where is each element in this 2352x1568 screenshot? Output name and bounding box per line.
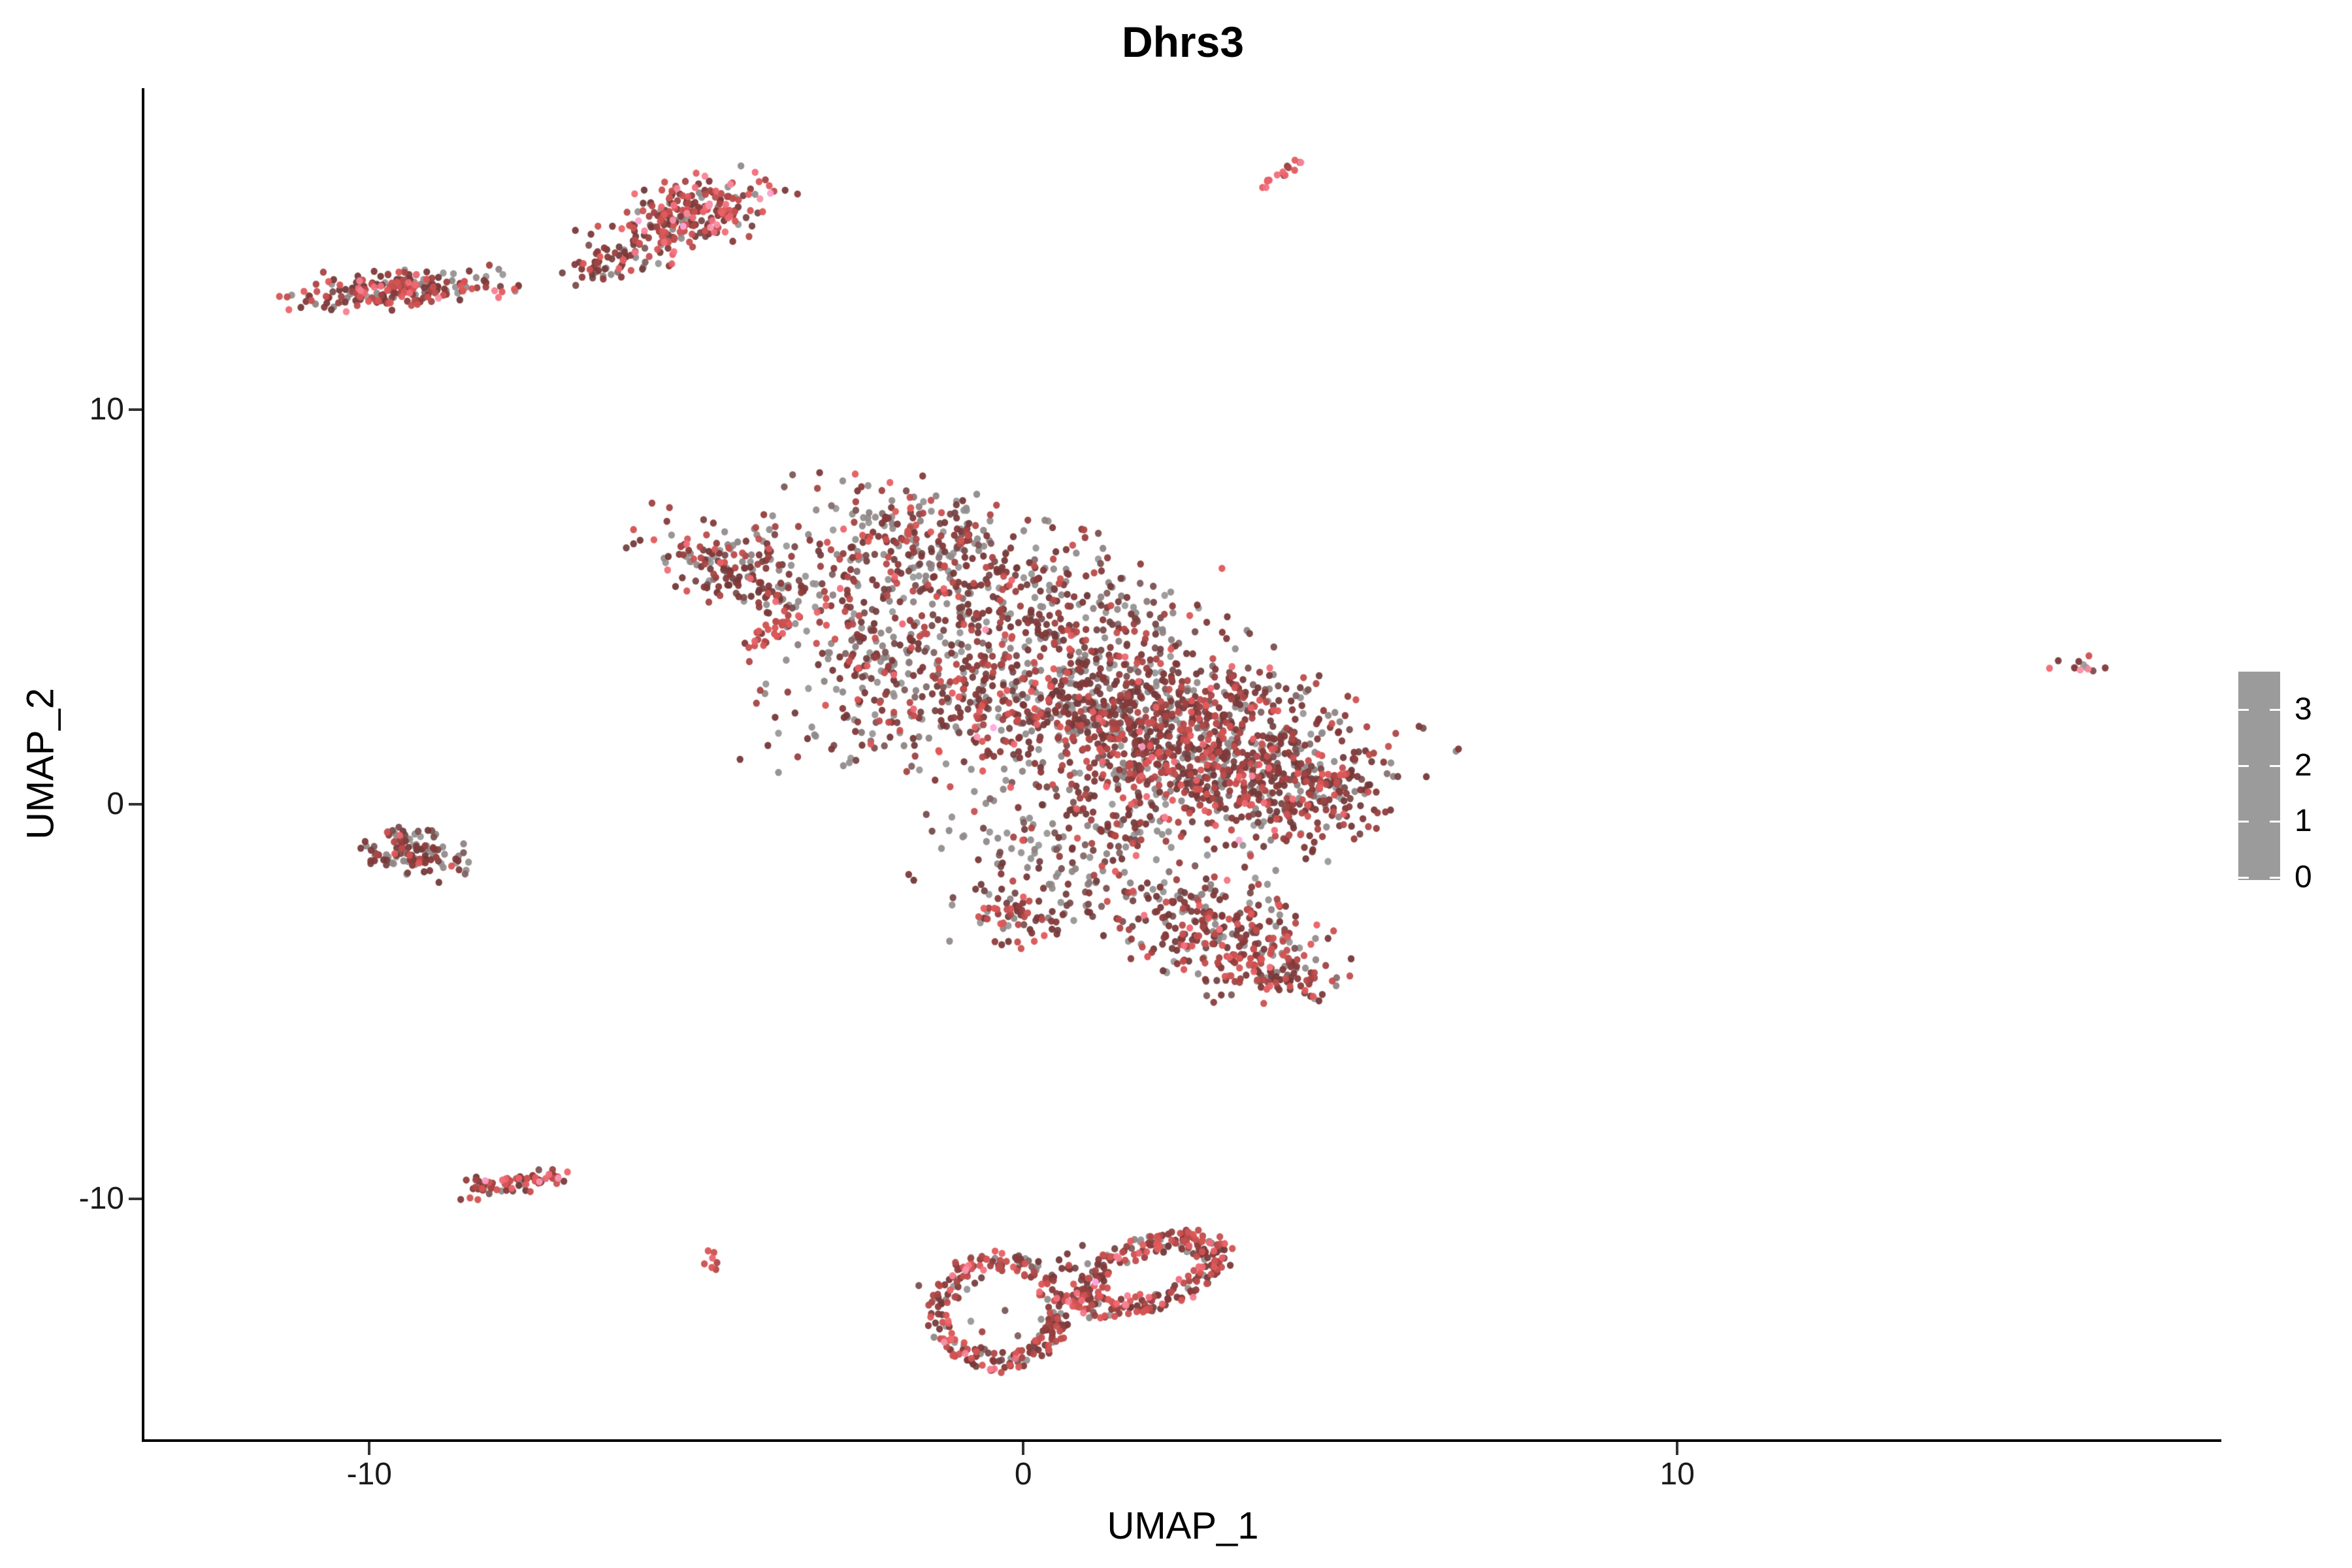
x-tick-label: 0 [1014, 1457, 1032, 1492]
y-tick-label: -10 [78, 1181, 124, 1217]
legend-tick-label: 3 [2295, 692, 2312, 727]
legend-tick-label: 1 [2295, 804, 2312, 839]
legend-tick-mark [2270, 764, 2280, 767]
x-tick-mark [1676, 1442, 1679, 1455]
x-axis-line [142, 1439, 2221, 1442]
legend-gradient-bar [2238, 672, 2280, 880]
y-tick-label: 0 [106, 787, 124, 822]
y-tick-mark [129, 408, 142, 412]
y-tick-mark [129, 1198, 142, 1201]
x-tick-label: -10 [346, 1457, 392, 1492]
legend-tick-mark [2238, 709, 2249, 711]
legend-tick-label: 0 [2295, 860, 2312, 894]
legend-tick-mark [2270, 709, 2280, 711]
y-axis-line [142, 88, 144, 1442]
y-tick-label: 10 [89, 392, 124, 427]
x-tick-label: 10 [1659, 1457, 1695, 1492]
y-axis-label: UMAP_2 [19, 687, 62, 840]
x-axis-label: UMAP_1 [1107, 1505, 1259, 1547]
legend-tick-mark [2238, 877, 2249, 879]
y-tick-mark [129, 803, 142, 806]
legend-tick-mark [2238, 764, 2249, 767]
x-tick-mark [368, 1442, 371, 1455]
legend-tick-mark [2238, 821, 2249, 823]
x-tick-mark [1022, 1442, 1025, 1455]
legend-tick-mark [2270, 877, 2280, 879]
legend-tick-mark [2270, 821, 2280, 823]
plot-title: Dhrs3 [1121, 18, 1245, 66]
legend-tick-label: 2 [2295, 747, 2312, 783]
